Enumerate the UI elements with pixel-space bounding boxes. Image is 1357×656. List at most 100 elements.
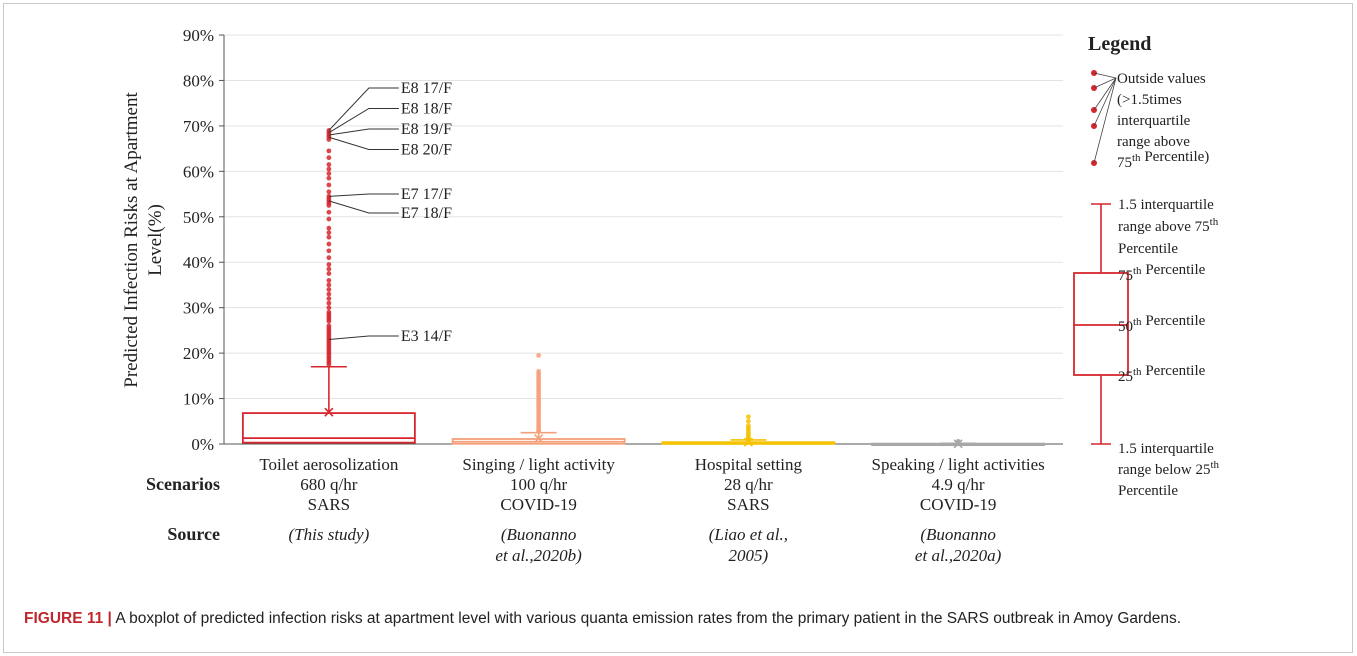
legend-whisker-low-text: Percentile: [1118, 483, 1178, 499]
y-tick-label: 30%: [183, 299, 214, 318]
source-label: (Buonanno: [920, 525, 996, 544]
annotation-leader: [328, 200, 399, 214]
outlier-point: [326, 241, 332, 247]
annotation-leader: [328, 87, 399, 131]
category-label: SARS: [727, 495, 770, 514]
annotation-leader: [328, 108, 399, 134]
outlier-point: [745, 418, 751, 424]
source-label: (Liao et al.,: [709, 525, 788, 544]
legend-q3-text: 75th Percentile: [1118, 262, 1206, 284]
legend-outside-values-text: range above: [1117, 134, 1190, 150]
legend-whisker-high-text: range above 75th: [1118, 216, 1219, 235]
y-tick-label: 80%: [183, 71, 214, 90]
outlier-point: [326, 203, 332, 208]
outlier-point: [955, 439, 961, 445]
figure-frame: [3, 3, 1353, 653]
annotation-label: E8 18/F: [401, 101, 452, 118]
legend-whisker-high-text: 1.5 interquartile: [1118, 197, 1214, 213]
legend-leader: [1093, 77, 1117, 127]
category-label: 100 q/hr: [510, 475, 567, 494]
scenarios-row-label: Scenarios: [146, 474, 220, 494]
box-group: [661, 414, 836, 447]
annotation-leader: [328, 193, 399, 197]
y-axis-label: Predicted Infection Risks at Apartment Le…: [121, 92, 166, 388]
outlier-point: [326, 225, 332, 231]
mean-marker: [534, 433, 544, 444]
y-tick-label: 40%: [183, 253, 214, 272]
source-label: et al.,2020a): [915, 546, 1002, 565]
box-group: [451, 352, 626, 445]
outlier-point: [326, 182, 332, 188]
annotation-leader: [328, 136, 399, 150]
category-label: 28 q/hr: [724, 475, 773, 494]
y-tick-label: 90%: [183, 26, 214, 45]
source-label: (Buonanno: [501, 525, 577, 544]
y-tick-label: 60%: [183, 162, 214, 181]
category-label: COVID-19: [500, 495, 577, 514]
caption-text: A boxplot of predicted infection risks a…: [111, 610, 1182, 627]
source-label: et al.,2020b): [495, 546, 582, 565]
annotation-label: E8 20/F: [401, 142, 452, 159]
legend-whisker-low-text: 1.5 interquartile: [1118, 441, 1214, 457]
box-group: [871, 438, 1046, 449]
source-row-label: Source: [167, 524, 220, 544]
y-tick-label: 70%: [183, 117, 214, 136]
outlier-point: [326, 137, 332, 142]
outlier-point: [326, 148, 332, 154]
legend-leader: [1093, 77, 1117, 164]
category-label: Singing / light activity: [462, 455, 615, 474]
outlier-point: [326, 291, 332, 297]
legend-leader: [1093, 72, 1117, 79]
outlier-point: [326, 287, 332, 292]
annotation-label: E7 17/F: [401, 186, 452, 203]
figure-caption: FIGURE 11 | A boxplot of predicted infec…: [24, 607, 1334, 630]
source-label: 2005): [729, 546, 769, 565]
legend-title: Legend: [1088, 33, 1151, 55]
legend-whisker-low-text: range below 25th: [1118, 459, 1220, 478]
category-label: SARS: [308, 495, 351, 514]
outlier-point: [326, 278, 332, 283]
annotation-leader: [328, 128, 399, 136]
outlier-point: [326, 305, 332, 311]
outlier-point: [536, 428, 542, 434]
outlier-point: [326, 166, 332, 172]
y-tick-label: 0%: [191, 435, 214, 454]
outlier-point: [326, 300, 332, 306]
legend-whisker-high-text: Percentile: [1118, 241, 1178, 257]
outlier-point: [326, 175, 332, 181]
legend-median-text: 50th Percentile: [1118, 313, 1206, 335]
outlier-point: [326, 230, 332, 236]
mean-marker: [743, 437, 753, 447]
legend-leader: [1093, 77, 1117, 89]
annotation-label: E8 19/F: [401, 121, 452, 138]
outlier-point: [326, 216, 332, 222]
y-tick-label: 50%: [183, 208, 214, 227]
outlier-point: [326, 189, 332, 195]
outlier-point: [326, 255, 332, 261]
category-label: Speaking / light activities: [871, 455, 1044, 474]
outlier-point: [326, 234, 332, 240]
outlier-point: [326, 266, 332, 272]
box-group: E8 17/F E8 18/F E8 19/F E8 20/F E7 17/F E7 18…: [241, 80, 452, 444]
category-label: 4.9 q/hr: [932, 475, 985, 494]
annotation-label: E8 17/F: [401, 80, 452, 97]
legend-outside-values-text: Outside values: [1117, 71, 1206, 87]
outlier-point: [326, 262, 332, 267]
outlier-point: [326, 296, 332, 301]
legend-outside-values-text: 75th Percentile): [1117, 149, 1209, 171]
boxplot-figure: 0% 10% 20% 30% 40% 50% 60% 70% 80% 90% Predicted I…: [121, 26, 1220, 565]
outlier-point: [745, 436, 751, 442]
annotation-label: E7 18/F: [401, 205, 452, 222]
outlier-point: [536, 352, 542, 358]
outlier-point: [326, 271, 332, 276]
mean-marker: [324, 407, 334, 417]
outlier-point: [326, 362, 332, 367]
outlier-point: [326, 171, 332, 177]
category-label: COVID-19: [920, 495, 997, 514]
source-label: (This study): [289, 525, 370, 544]
legend-outside-values-text: (>1.5times: [1117, 92, 1182, 108]
outlier-point: [745, 414, 751, 420]
legend-outside-values-text: interquartile: [1117, 113, 1191, 129]
legend-leader: [1093, 77, 1117, 111]
outlier-point: [326, 248, 332, 254]
